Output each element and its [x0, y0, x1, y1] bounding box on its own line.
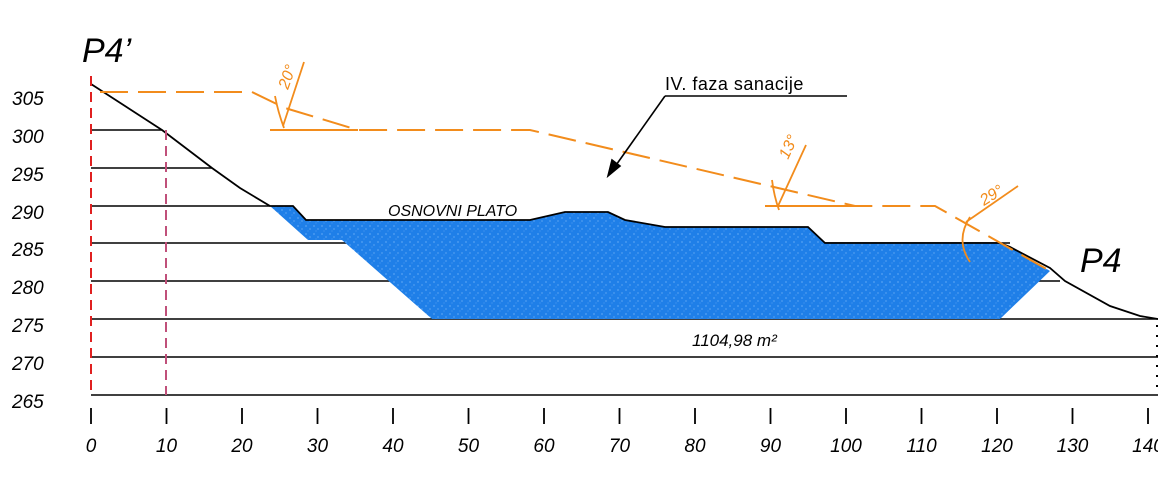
distance-tick: 110: [906, 436, 937, 457]
excavation-area: [270, 206, 1050, 319]
terrain-line: [90, 83, 1158, 320]
distance-tick: 30: [307, 436, 329, 457]
distance-tick: 100: [830, 436, 862, 457]
distance-tick: 60: [533, 436, 555, 457]
phase-label: IV. faza sanacije: [665, 74, 804, 94]
distance-tick: 140: [1132, 436, 1158, 457]
plateau-label: OSNOVNI PLATO: [388, 203, 517, 220]
elevation-tick: 270: [11, 354, 44, 375]
distance-tick: 80: [684, 436, 706, 457]
slope-angle-29: 29°: [976, 182, 1007, 210]
elevation-tick: 305: [12, 89, 44, 110]
section-end-label: P4: [1080, 242, 1122, 280]
elevation-tick: 280: [11, 278, 44, 299]
elevation-tick: 300: [12, 127, 44, 148]
distance-axis: 0 10 20 30 40 50 60 70 80 90 100 110 120 130 140: [86, 408, 1158, 457]
distance-tick: 0: [86, 436, 97, 457]
distance-tick: 50: [458, 436, 480, 457]
distance-tick: 40: [382, 436, 404, 457]
elevation-tick: 265: [11, 392, 44, 413]
slope-marker-20: [274, 61, 305, 129]
slope-angle-20: 20°: [275, 62, 300, 92]
elevation-tick: 285: [11, 240, 44, 261]
distance-tick: 70: [609, 436, 631, 457]
distance-tick: 10: [156, 436, 178, 457]
distance-tick: 90: [760, 436, 782, 457]
distance-tick: 20: [230, 436, 253, 457]
design-line: [100, 91, 1051, 272]
elevation-tick: 295: [11, 165, 44, 186]
elevation-axis: 305 300 295 290 285 280 275 270 265: [11, 89, 44, 413]
slope-marker-29: [961, 185, 1019, 263]
area-label: 1104,98 m²: [692, 331, 778, 350]
slope-marker-13: [771, 144, 807, 211]
section-start-label: P4’: [82, 32, 132, 70]
distance-tick: 130: [1057, 436, 1089, 457]
distance-tick: 120: [981, 436, 1013, 457]
phase-leader: [606, 95, 847, 179]
elevation-tick: 275: [11, 316, 44, 337]
elevation-tick: 290: [11, 203, 44, 224]
slope-angle-13: 13°: [776, 132, 802, 162]
berm-lines: [270, 129, 855, 207]
